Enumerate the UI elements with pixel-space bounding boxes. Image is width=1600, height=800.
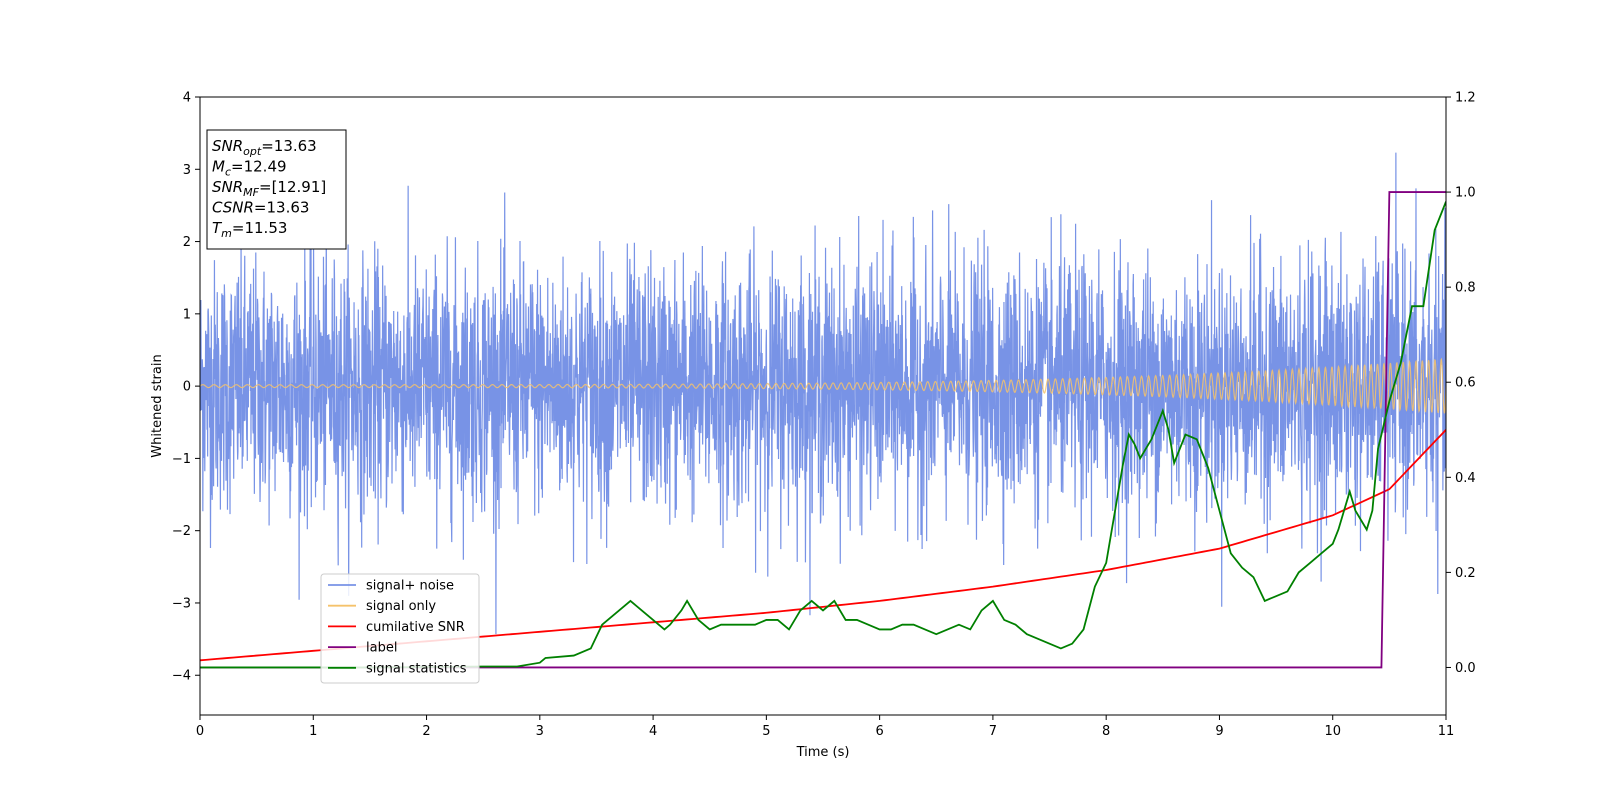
y-tick-label-left: 1 <box>183 307 191 322</box>
x-tick-label: 11 <box>1438 724 1455 739</box>
legend-label: signal only <box>366 599 436 614</box>
y-tick-label-left: −1 <box>172 452 191 467</box>
y-tick-label-right: 0.2 <box>1455 566 1476 581</box>
plot-frame <box>199 96 1447 716</box>
y-tick-label-right: 0.0 <box>1455 661 1476 676</box>
x-tick-label: 7 <box>989 724 997 739</box>
x-tick-label: 1 <box>309 724 317 739</box>
legend-label: signal+ noise <box>366 579 454 594</box>
legend-label: cumilative SNR <box>366 620 465 635</box>
series-label <box>200 191 1446 669</box>
info-box: SNRopt=13.63Mc=12.49SNRMF=[12.91]CSNR=13… <box>206 129 347 250</box>
x-tick-label: 2 <box>422 724 430 739</box>
y-tick-label-left: −2 <box>172 524 191 539</box>
info-line: Mc=12.49 <box>212 158 287 179</box>
y-tick-label-left: −3 <box>172 596 191 611</box>
y-tick-label-right: 1.2 <box>1455 91 1476 106</box>
info-box-frame <box>206 129 347 250</box>
x-tick-label: 9 <box>1215 724 1223 739</box>
x-tick-label: 4 <box>649 724 657 739</box>
info-line: Tm=11.53 <box>212 219 287 240</box>
series-signal-only <box>200 357 1446 414</box>
y-tick-label-right: 1.0 <box>1455 186 1476 201</box>
info-line: SNRMF=[12.91] <box>212 178 326 199</box>
legend-frame <box>320 573 480 684</box>
series-signal-statistics <box>200 201 1446 669</box>
x-tick-label: 3 <box>536 724 544 739</box>
x-tick-label: 0 <box>196 724 204 739</box>
x-tick-label: 10 <box>1324 724 1341 739</box>
x-tick-label: 6 <box>875 724 883 739</box>
info-line: CSNR=13.63 <box>212 199 309 217</box>
y-tick-label-left: 3 <box>183 163 191 178</box>
x-axis-label: Time (s) <box>796 745 850 760</box>
x-tick-label: 8 <box>1102 724 1110 739</box>
y-tick-label-right: 0.8 <box>1455 281 1476 296</box>
legend-label: signal statistics <box>366 661 467 676</box>
info-line: SNRopt=13.63 <box>212 137 317 158</box>
y-tick-label-left: −4 <box>172 669 191 684</box>
y-tick-label-right: 0.4 <box>1455 471 1476 486</box>
y-tick-label-left: 2 <box>183 235 191 250</box>
legend: signal+ noise signal only cumilative SNR la… <box>320 573 480 684</box>
y-tick-label-left: 4 <box>183 91 191 106</box>
legend-label: label <box>366 641 397 656</box>
series-signal-noise <box>200 152 1446 635</box>
y-axis-label: Whitened strain <box>150 354 165 457</box>
y-tick-label-right: 0.6 <box>1455 376 1476 391</box>
y-tick-label-left: 0 <box>183 380 191 395</box>
x-tick-label: 5 <box>762 724 770 739</box>
